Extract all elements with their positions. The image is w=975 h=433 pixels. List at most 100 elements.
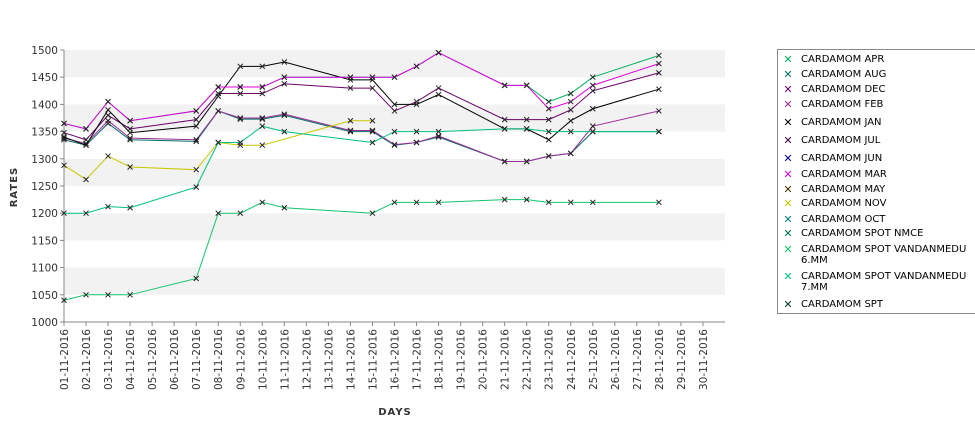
data-point-cardamom-dec	[435, 85, 442, 91]
x-tick-label: 25-11-2016	[588, 329, 600, 390]
plot-bands	[64, 50, 725, 322]
x-tick-label: 07-11-2016	[191, 329, 203, 390]
data-point-cardamom-spot-vandanmedu-6-mm	[281, 204, 288, 211]
marker-stroke	[545, 128, 552, 135]
marker-stroke	[193, 136, 200, 143]
legend-item: ✕ CARDAMOM SPOT NMCE	[782, 228, 975, 239]
marker-stroke	[193, 166, 200, 173]
x-tick-label: 11-11-2016	[279, 329, 291, 390]
plot-band	[64, 186, 725, 214]
legend-marker-icon: ✕	[783, 213, 793, 226]
data-point-cardamom-feb	[501, 158, 508, 165]
x-tick-label: 03-11-2016	[103, 329, 115, 390]
data-point-cardamom-jan	[215, 93, 222, 100]
legend-label: CARDAMOM SPT	[801, 299, 883, 310]
marker-stroke	[259, 90, 266, 97]
marker-stroke	[61, 129, 67, 136]
marker-stroke	[237, 84, 244, 90]
data-point-cardamom-feb	[391, 141, 398, 148]
data-point-cardamom-spot-vandanmedu-7-mm	[501, 126, 508, 132]
data-point-cardamom-spot-vandanmedu-7-mm	[237, 139, 244, 146]
marker-stroke	[281, 204, 288, 211]
series-line-cardamom-dec	[63, 72, 660, 141]
data-point-cardamom-apr	[545, 98, 552, 105]
marker-stroke	[105, 106, 111, 113]
data-point-cardamom-spot-vandanmedu-7-mm	[83, 210, 89, 217]
data-point-cardamom-spot-vandanmedu-6-mm	[545, 199, 552, 206]
marker-stroke	[193, 138, 200, 145]
marker-stroke	[105, 117, 111, 124]
x-tick-label: 09-11-2016	[235, 329, 247, 390]
marker-stroke	[435, 199, 442, 206]
data-point-cardamom-jan	[193, 123, 200, 130]
marker-stroke	[413, 128, 420, 135]
data-point-cardamom-spot-vandanmedu-7-mm	[127, 204, 133, 211]
data-point-cardamom-spot-vandanmedu-6-mm	[61, 297, 67, 304]
legend-label: CARDAMOM APR	[801, 54, 885, 65]
plot-band	[64, 50, 725, 78]
data-point-cardamom-feb	[61, 135, 67, 141]
series-line-cardamom-mar	[63, 52, 660, 130]
marker-stroke	[215, 84, 222, 90]
marker-stroke	[545, 136, 552, 143]
marker-stroke	[83, 176, 89, 183]
marker-stroke	[369, 139, 376, 146]
marker-stroke	[193, 123, 200, 130]
y-tick-label: 1500	[31, 45, 58, 57]
data-point-cardamom-feb	[347, 127, 354, 134]
marker-stroke	[501, 158, 508, 165]
x-tick-label: 28-11-2016	[654, 329, 666, 390]
legend-item: ✕ CARDAMOM MAR	[782, 169, 975, 180]
marker-stroke	[369, 128, 376, 135]
marker-stroke	[369, 85, 376, 91]
data-point-cardamom-spot-vandanmedu-7-mm	[369, 139, 376, 146]
legend-label: CARDAMOM SPOT NMCE	[801, 228, 924, 239]
legend-marker-icon: ✕	[783, 134, 793, 147]
marker-stroke	[567, 199, 574, 206]
legend-label: CARDAMOM SPOT VANDANMEDU 6.MM	[801, 244, 967, 266]
legend-marker-icon: ✕	[783, 227, 793, 240]
legend-label: CARDAMOM SPOT VANDANMEDU 7.MM	[801, 271, 967, 293]
data-point-cardamom-mar	[83, 126, 89, 132]
data-point-cardamom-feb	[237, 115, 244, 121]
marker-stroke	[523, 126, 530, 132]
data-point-cardamom-feb	[369, 127, 376, 134]
y-tick-label: 1350	[31, 127, 58, 139]
data-point-cardamom-dec	[369, 85, 376, 91]
data-point-cardamom-jan	[391, 101, 398, 108]
x-tick-label: 13-11-2016	[323, 329, 335, 390]
marker-stroke	[567, 106, 574, 113]
series-line-cardamom-jan	[63, 61, 660, 146]
marker-stroke	[61, 210, 67, 217]
data-point-cardamom-dec	[281, 80, 288, 87]
data-point-cardamom-mar	[237, 84, 244, 90]
legend-marker-icon: ✕	[783, 183, 793, 196]
marker-stroke	[61, 134, 67, 140]
marker-stroke	[259, 84, 266, 90]
x-tick-label: 02-11-2016	[81, 329, 93, 390]
x-tick-label: 22-11-2016	[522, 329, 534, 390]
y-tick-label: 1400	[31, 99, 58, 111]
marker-stroke	[567, 128, 574, 135]
data-point-cardamom-jan	[237, 63, 244, 70]
y-tick-label: 1250	[31, 181, 58, 193]
data-point-cardamom-jan	[105, 106, 111, 113]
marker-stroke	[435, 85, 442, 91]
legend-item: ✕ CARDAMOM APR	[782, 54, 975, 65]
marker-stroke	[501, 82, 508, 89]
plot-band	[64, 294, 725, 322]
data-point-cardamom-mar	[259, 84, 266, 90]
marker-stroke	[369, 127, 376, 134]
data-point-cardamom-dec	[105, 112, 111, 119]
data-point-cardamom-spot-vandanmedu-6-mm	[656, 199, 662, 206]
marker-stroke	[656, 199, 662, 206]
data-point-cardamom-spot-vandanmedu-7-mm	[105, 203, 111, 210]
marker-stroke	[127, 117, 133, 124]
legend-label: CARDAMOM NOV	[801, 198, 887, 209]
marker-stroke	[567, 90, 574, 97]
series-lines	[61, 49, 662, 304]
data-point-cardamom-mar	[127, 117, 133, 124]
data-point-cardamom-nov	[259, 142, 266, 149]
marker-stroke	[589, 199, 596, 206]
marker-stroke	[83, 291, 89, 298]
